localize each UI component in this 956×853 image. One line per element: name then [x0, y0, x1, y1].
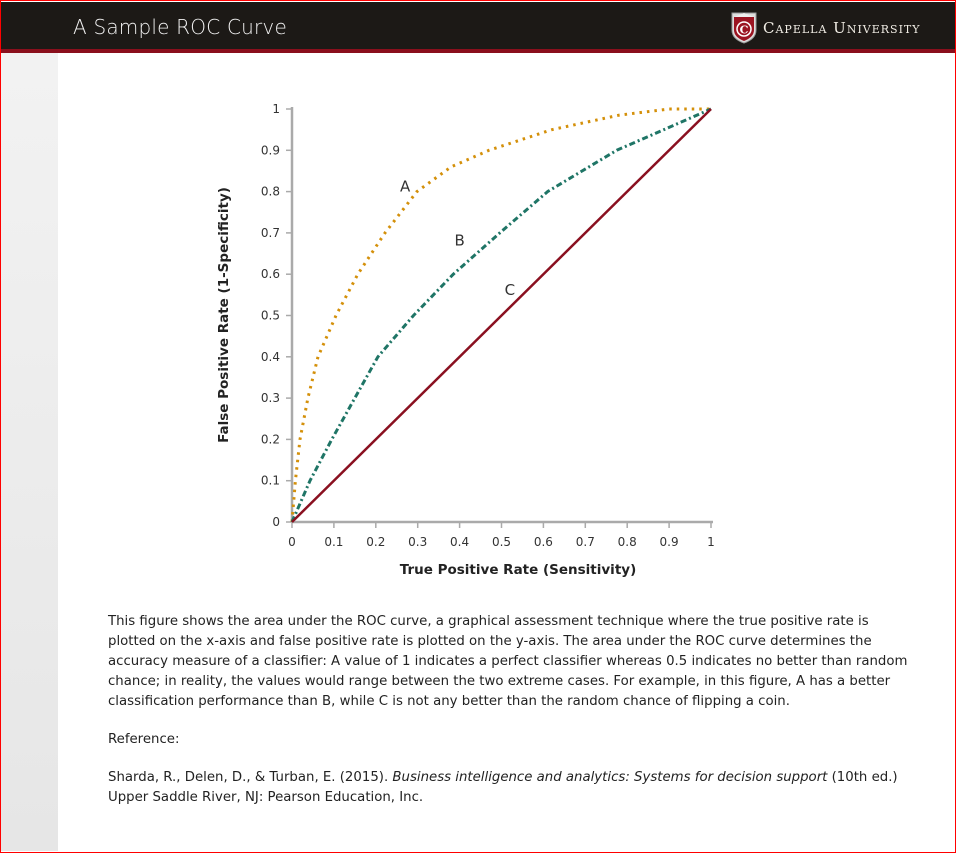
- y-tick-label: 0.3: [261, 391, 280, 405]
- series-B-line: [290, 107, 712, 523]
- x-tick-label: 1: [707, 535, 715, 549]
- x-tick-label: 0.2: [366, 535, 385, 549]
- x-tick-label: 0.9: [660, 535, 679, 549]
- y-tick-label: 0.2: [261, 432, 280, 446]
- reference-label: Reference:: [108, 732, 180, 747]
- series-A-label: A: [400, 178, 411, 196]
- roc-chart: 0 0.1 0.2 0.3 0.4 0.5 0.6 0.7 0.8 0.9 1 0 0.1 0.2 0.3 0…: [216, 102, 715, 578]
- y-tick-label: 0.9: [261, 143, 280, 157]
- x-tick-label: 0.3: [408, 535, 427, 549]
- x-tick-label: 0: [288, 535, 296, 549]
- caption: This figure shows the area under the ROC…: [108, 612, 908, 826]
- x-tick-label: 0.5: [492, 535, 511, 549]
- y-tick-label: 0.4: [261, 350, 280, 364]
- shield-icon: C: [731, 12, 757, 44]
- x-tick-label: 0.1: [324, 535, 343, 549]
- series-B-label: B: [454, 231, 464, 249]
- y-tick-label: 0.5: [261, 309, 280, 323]
- y-tick-label: 0.8: [261, 185, 280, 199]
- x-tick-label: 0.8: [618, 535, 637, 549]
- ref-authors: Sharda, R., Delen, D., & Turban, E. (201…: [108, 770, 393, 785]
- y-tick-label: 1: [272, 102, 280, 116]
- capella-logo: C Capella University: [731, 12, 921, 44]
- y-axis-label: False Positive Rate (1-Specificity): [216, 187, 232, 443]
- x-tick-label: 0.6: [534, 535, 553, 549]
- left-gutter: [1, 53, 58, 851]
- ref-publisher: (10th ed.) Upper Saddle River, NJ: Pears…: [108, 770, 898, 805]
- y-tick-label: 0.7: [261, 226, 280, 240]
- header: A Sample ROC Curve C Capella University: [1, 2, 955, 49]
- x-axis-label: True Positive Rate (Sensitivity): [400, 562, 637, 578]
- header-accent-bar: [1, 49, 955, 53]
- series-C-line: [291, 108, 712, 523]
- y-tick-label: 0.6: [261, 267, 280, 281]
- reference-citation: Sharda, R., Delen, D., & Turban, E. (201…: [108, 768, 908, 808]
- svg-text:C: C: [740, 24, 749, 37]
- y-tick-label: 0.1: [261, 474, 280, 488]
- x-tick-label: 0.4: [450, 535, 469, 549]
- series-A-line: [290, 107, 711, 523]
- series-C-label: C: [505, 281, 515, 299]
- logo-text: Capella University: [763, 19, 921, 37]
- x-tick-label: 0.7: [576, 535, 595, 549]
- caption-body: This figure shows the area under the ROC…: [108, 614, 908, 709]
- page-title: A Sample ROC Curve: [73, 15, 287, 39]
- ref-title: Business intelligence and analytics: Sys…: [392, 770, 828, 785]
- y-tick-label: 0: [272, 515, 280, 529]
